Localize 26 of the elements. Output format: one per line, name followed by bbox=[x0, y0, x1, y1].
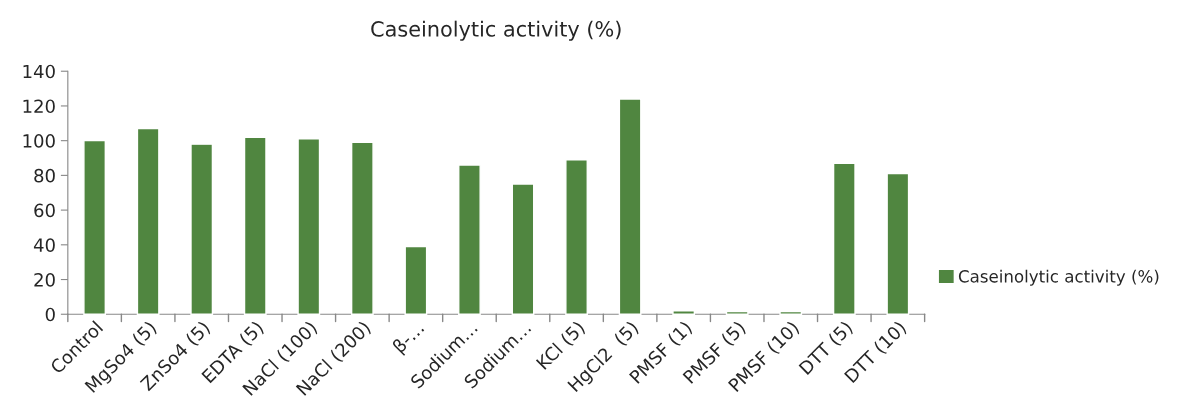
y-tick-label: 120 bbox=[23, 99, 55, 114]
bar bbox=[190, 143, 214, 315]
bar bbox=[565, 159, 588, 315]
chart-title: Caseinolytic activity (%) bbox=[371, 20, 621, 41]
y-tick-label: 80 bbox=[34, 168, 55, 183]
bar bbox=[243, 136, 267, 315]
y-tick-label: 100 bbox=[23, 134, 55, 148]
bar bbox=[725, 310, 749, 315]
bar bbox=[832, 162, 856, 315]
bar bbox=[618, 98, 642, 315]
y-tick-label: 20 bbox=[34, 272, 55, 287]
bar bbox=[136, 127, 160, 315]
bar bbox=[886, 172, 910, 315]
bar bbox=[672, 310, 696, 315]
bar bbox=[458, 164, 481, 315]
bar bbox=[404, 245, 428, 315]
bar bbox=[83, 139, 107, 315]
legend-label: Caseinolytic activity (%) bbox=[958, 269, 1159, 286]
y-tick-label: 0 bbox=[45, 307, 55, 322]
bar bbox=[297, 138, 321, 315]
y-tick-label: 60 bbox=[34, 203, 55, 218]
bar bbox=[350, 141, 374, 315]
bar bbox=[779, 310, 803, 315]
y-tick-label: 40 bbox=[33, 238, 55, 252]
y-tick-label: 140 bbox=[23, 64, 55, 79]
bar bbox=[511, 183, 535, 315]
